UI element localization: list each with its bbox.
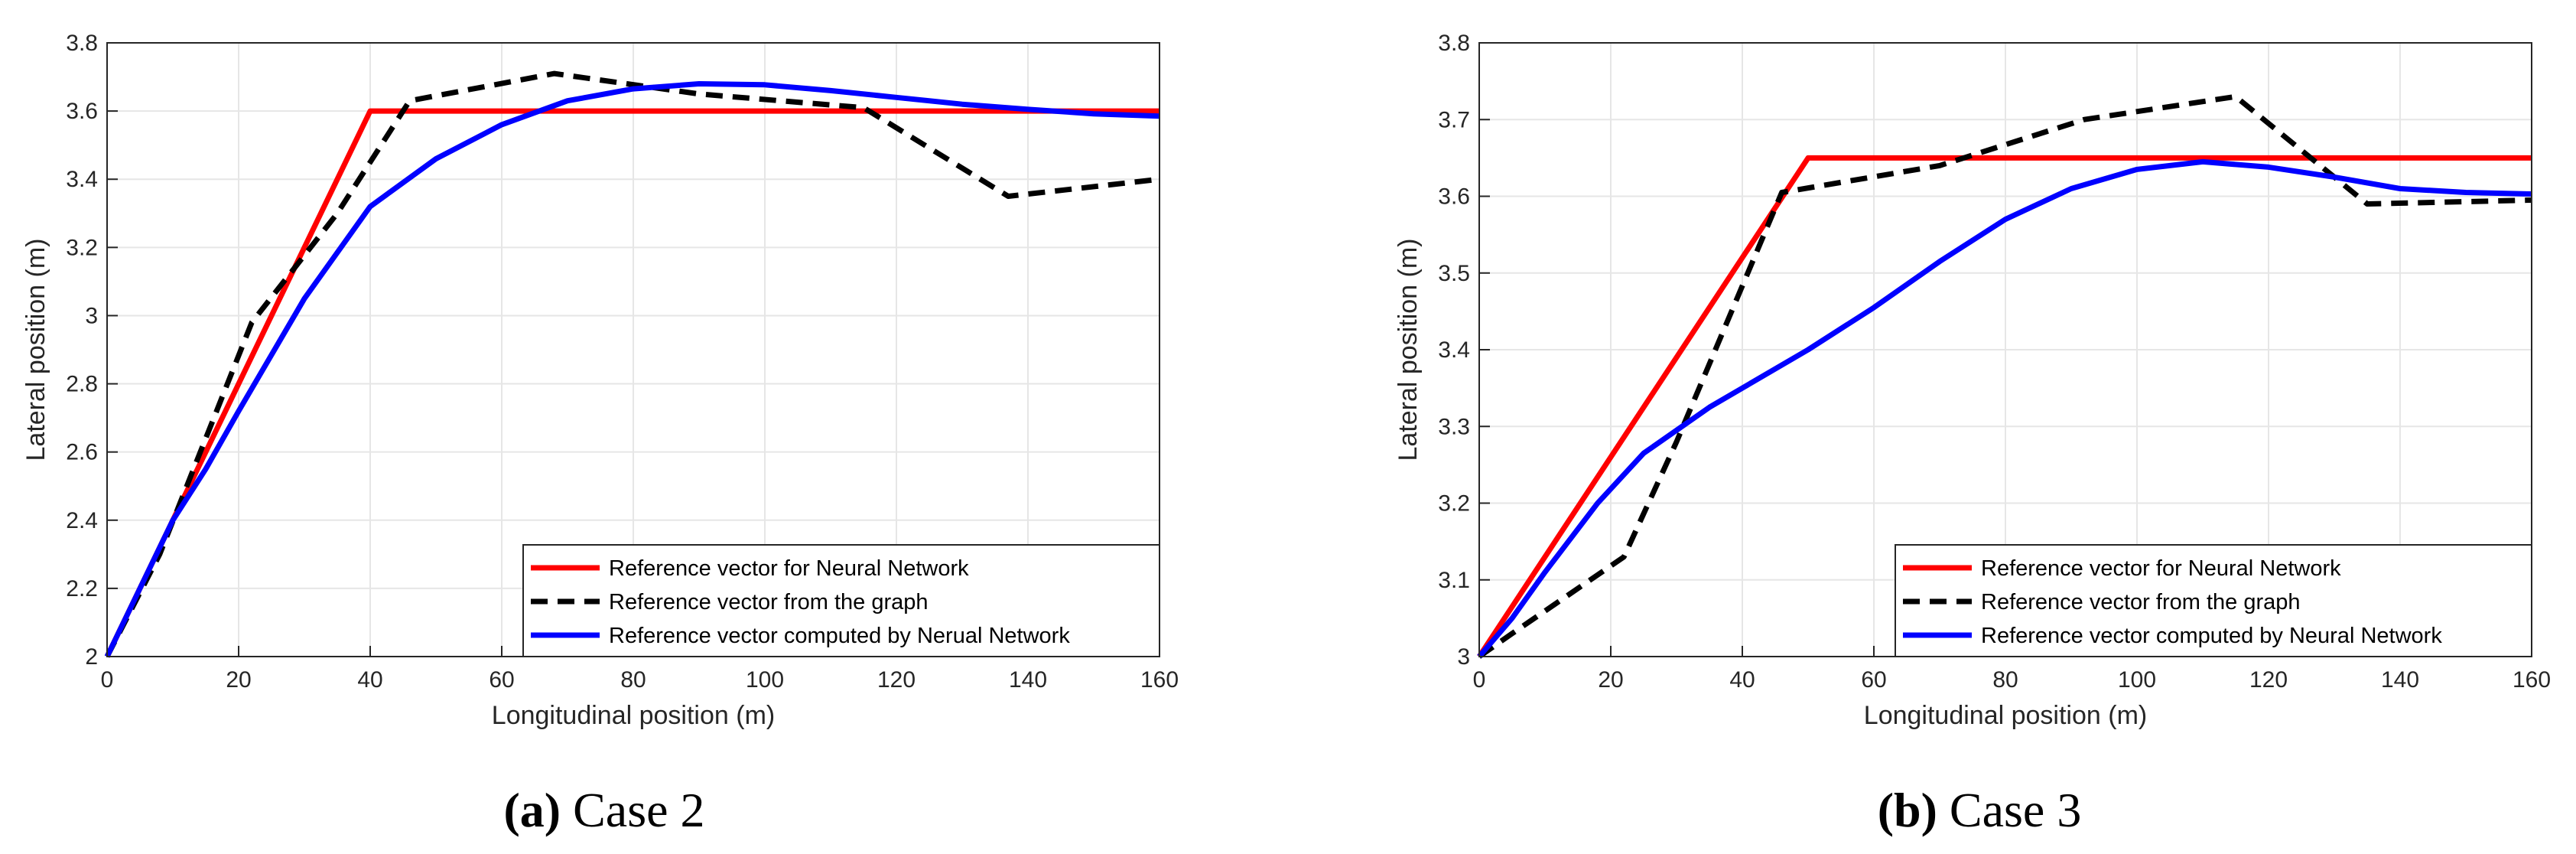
- legend-label-1: Reference vector for Neural Network: [609, 556, 969, 581]
- y-tick-label: 3.5: [1438, 261, 1470, 286]
- y-tick-label: 3.2: [1438, 491, 1470, 517]
- x-tick-label: 40: [357, 667, 382, 693]
- legend-label-2: Reference vector from the graph: [609, 590, 928, 614]
- caption-letter: (a): [503, 783, 561, 837]
- x-tick-label: 120: [877, 667, 916, 693]
- legend: Reference vector for Neural Network Refer…: [1895, 544, 2532, 657]
- x-tick-label: 80: [1992, 667, 2018, 693]
- y-tick-label: 3.2: [66, 235, 98, 260]
- legend-box: [522, 544, 1160, 657]
- caption-text: Case 3: [1950, 783, 2081, 837]
- x-tick-label: 140: [2381, 667, 2419, 693]
- x-tick-label: 0: [1473, 667, 1486, 693]
- y-tick-label: 3.4: [66, 167, 98, 192]
- x-tick-label: 40: [1729, 667, 1755, 693]
- y-tick-label: 3.7: [1438, 107, 1470, 132]
- x-tick-label: 60: [1861, 667, 1886, 693]
- x-axis-label: Longitudinal position (m): [1864, 701, 2147, 730]
- y-tick-label: 3.4: [1438, 337, 1470, 363]
- chart-b: 0 20 40 60 80 100 120 140 160 3 3.1 3.2 3.3 3.4 3.5 3.6…: [1394, 31, 2551, 837]
- y-axis-label: Lateral position (m): [1394, 238, 1423, 461]
- series-line-3: [1477, 158, 2532, 659]
- legend: Reference vector for Neural Network Refer…: [522, 544, 1160, 657]
- legend-label-2: Reference vector from the graph: [1981, 590, 2300, 614]
- y-axis-label: Lateral position (m): [21, 238, 50, 461]
- y-tick-label: 2: [85, 644, 98, 670]
- chart-a: 0 20 40 60 80 100 120 140 160 2 2.2 2.4 2.6 2.8 3 3.2 3.…: [21, 31, 1179, 837]
- legend-box: [1895, 544, 2532, 657]
- series-line-3: [104, 81, 1160, 658]
- x-tick-label: 20: [226, 667, 251, 693]
- caption: (b) Case 3: [1878, 783, 2082, 837]
- x-tick-label: 0: [101, 667, 114, 693]
- x-tick-label: 60: [489, 667, 514, 693]
- y-tick-label: 3.8: [1438, 31, 1470, 56]
- series-line-2: [1477, 93, 2532, 659]
- y-tick-label: 3: [1457, 644, 1470, 670]
- y-tick-label: 3.6: [1438, 184, 1470, 210]
- y-tick-label: 2.4: [66, 508, 98, 533]
- series-line-2: [104, 70, 1160, 658]
- legend-label-1: Reference vector for Neural Network: [1981, 556, 2341, 581]
- x-tick-label: 100: [746, 667, 784, 693]
- legend-label-3: Reference vector computed by Neural Netw…: [1981, 624, 2442, 648]
- x-tick-label: 20: [1598, 667, 1623, 693]
- y-tick-label: 3.3: [1438, 414, 1470, 439]
- y-tick-label: 3.1: [1438, 568, 1470, 593]
- y-tick-label: 3.8: [66, 31, 98, 56]
- x-tick-label: 160: [1140, 667, 1179, 693]
- legend-label-3: Reference vector computed by Nerual Netw…: [609, 624, 1070, 648]
- x-tick-label: 120: [2249, 667, 2288, 693]
- x-tick-label: 80: [620, 667, 646, 693]
- y-tick-label: 3.6: [66, 99, 98, 124]
- x-tick-label: 140: [1009, 667, 1047, 693]
- y-tick-label: 2.2: [66, 576, 98, 601]
- y-tick-label: 2.6: [66, 440, 98, 465]
- caption-space: [1937, 783, 1950, 837]
- caption-space: [561, 783, 573, 837]
- series-line-1: [1477, 155, 2532, 658]
- y-tick-label: 3: [85, 303, 98, 328]
- y-tick-label: 2.8: [66, 372, 98, 397]
- x-axis-label: Longitudinal position (m): [492, 701, 775, 730]
- caption-text: Case 2: [573, 783, 704, 837]
- series-line-1: [104, 108, 1160, 658]
- x-tick-label: 160: [2513, 667, 2551, 693]
- caption: (a) Case 2: [503, 783, 704, 837]
- caption-letter: (b): [1878, 783, 1937, 837]
- x-tick-label: 100: [2118, 667, 2156, 693]
